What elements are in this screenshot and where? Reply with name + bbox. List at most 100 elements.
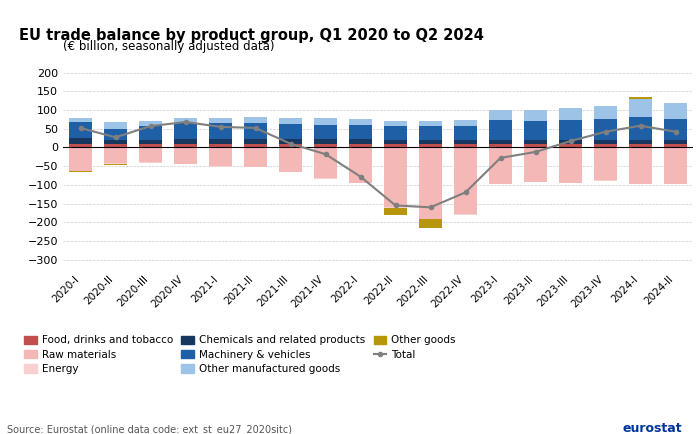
Bar xyxy=(559,148,582,183)
Bar xyxy=(489,144,512,148)
Bar xyxy=(244,117,267,124)
Bar xyxy=(384,144,407,148)
Bar xyxy=(454,214,477,215)
Bar xyxy=(664,140,687,144)
Bar xyxy=(664,144,687,148)
Bar xyxy=(524,121,547,140)
Bar xyxy=(384,207,407,208)
Text: Source: Eurostat (online data code: ext_st_eu27_2020sitc): Source: Eurostat (online data code: ext_… xyxy=(7,424,292,434)
Bar xyxy=(174,148,197,164)
Bar xyxy=(664,148,687,184)
Bar xyxy=(104,148,127,163)
Bar xyxy=(349,139,372,144)
Bar xyxy=(559,108,582,120)
Bar xyxy=(244,124,267,139)
Bar xyxy=(664,119,687,140)
Bar xyxy=(244,145,267,148)
Bar xyxy=(594,105,617,118)
Bar xyxy=(454,140,477,144)
Bar xyxy=(454,120,477,126)
Bar xyxy=(314,118,337,125)
Bar xyxy=(559,140,582,144)
Bar xyxy=(489,140,512,144)
Bar xyxy=(629,148,652,184)
Bar xyxy=(349,144,372,148)
Bar xyxy=(69,138,92,144)
Bar xyxy=(524,140,547,144)
Text: EU trade balance by product group, Q1 2020 to Q2 2024: EU trade balance by product group, Q1 20… xyxy=(19,28,484,43)
Bar xyxy=(69,148,92,171)
Bar xyxy=(69,118,92,122)
Bar xyxy=(139,145,162,148)
Bar xyxy=(594,118,617,140)
Bar xyxy=(69,144,92,148)
Bar xyxy=(139,121,162,126)
Text: (€ billion, seasonally adjusted data): (€ billion, seasonally adjusted data) xyxy=(63,40,274,53)
Text: eurostat: eurostat xyxy=(623,422,682,434)
Bar xyxy=(594,148,617,181)
Bar xyxy=(209,148,232,166)
Legend: Food, drinks and tobacco, Raw materials, Energy, Chemicals and related products,: Food, drinks and tobacco, Raw materials,… xyxy=(24,335,456,374)
Bar xyxy=(419,219,442,227)
Bar xyxy=(629,140,652,144)
Bar xyxy=(419,148,442,219)
Bar xyxy=(384,208,407,215)
Bar xyxy=(279,144,302,148)
Bar xyxy=(524,110,547,121)
Bar xyxy=(139,148,162,162)
Bar xyxy=(279,139,302,144)
Bar xyxy=(314,139,337,144)
Bar xyxy=(489,120,512,140)
Bar xyxy=(454,148,477,214)
Bar xyxy=(384,126,407,140)
Bar xyxy=(104,164,127,165)
Bar xyxy=(139,126,162,140)
Bar xyxy=(174,144,197,148)
Bar xyxy=(104,140,127,145)
Bar xyxy=(419,126,442,140)
Bar xyxy=(384,140,407,144)
Bar xyxy=(174,139,197,144)
Bar xyxy=(454,144,477,148)
Bar xyxy=(629,117,652,140)
Bar xyxy=(629,99,652,117)
Bar xyxy=(629,97,652,99)
Bar xyxy=(104,145,127,148)
Bar xyxy=(524,148,547,182)
Bar xyxy=(279,148,302,172)
Bar xyxy=(104,122,127,129)
Bar xyxy=(244,139,267,145)
Bar xyxy=(314,144,337,148)
Bar xyxy=(559,120,582,140)
Bar xyxy=(419,121,442,126)
Bar xyxy=(489,148,512,184)
Bar xyxy=(489,110,512,120)
Bar xyxy=(69,122,92,138)
Bar xyxy=(209,139,232,144)
Bar xyxy=(279,118,302,124)
Bar xyxy=(419,144,442,148)
Bar xyxy=(384,121,407,126)
Bar xyxy=(314,148,337,178)
Bar xyxy=(209,144,232,148)
Bar xyxy=(104,129,127,140)
Bar xyxy=(349,148,372,183)
Bar xyxy=(524,144,547,148)
Bar xyxy=(594,144,617,148)
Bar xyxy=(174,123,197,139)
Bar xyxy=(664,102,687,119)
Bar xyxy=(629,144,652,148)
Bar xyxy=(139,140,162,145)
Bar xyxy=(384,148,407,207)
Bar xyxy=(69,171,92,172)
Bar xyxy=(314,125,337,139)
Bar xyxy=(349,125,372,139)
Bar xyxy=(594,140,617,144)
Bar xyxy=(349,118,372,125)
Bar xyxy=(279,124,302,139)
Bar xyxy=(559,144,582,148)
Bar xyxy=(209,123,232,139)
Bar xyxy=(454,126,477,140)
Bar xyxy=(244,148,267,167)
Bar xyxy=(209,118,232,123)
